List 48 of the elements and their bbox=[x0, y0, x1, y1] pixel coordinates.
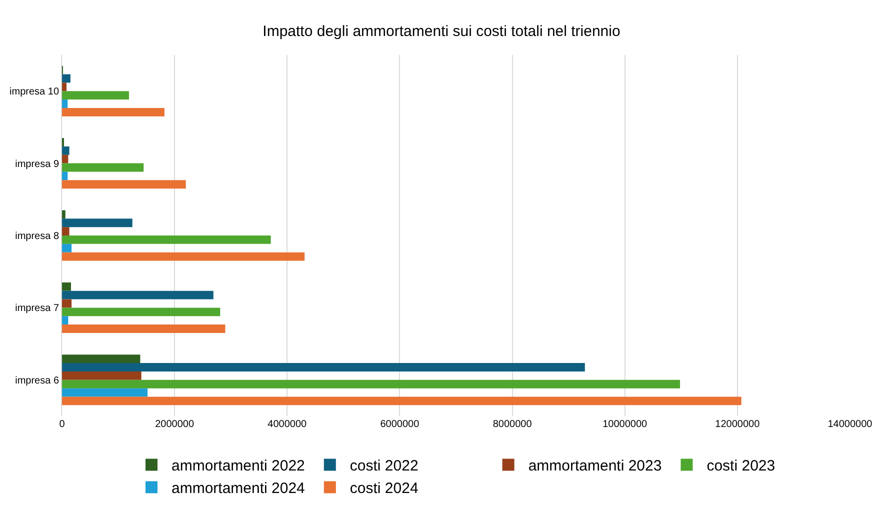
bar bbox=[62, 244, 72, 252]
bar bbox=[62, 146, 70, 155]
x-tick-label: 2000000 bbox=[155, 419, 194, 430]
legend-label: costi 2022 bbox=[350, 458, 418, 475]
bar bbox=[62, 172, 68, 180]
bar bbox=[62, 388, 148, 397]
bar bbox=[62, 163, 144, 172]
bar bbox=[62, 380, 680, 388]
x-tick-label: 14000000 bbox=[828, 419, 873, 430]
bar bbox=[62, 396, 742, 406]
x-tick-label: 10000000 bbox=[602, 419, 648, 430]
bar bbox=[62, 299, 72, 308]
bar bbox=[62, 363, 585, 372]
bar bbox=[62, 371, 142, 380]
bar bbox=[62, 180, 186, 189]
bar bbox=[62, 290, 214, 300]
bar bbox=[62, 354, 140, 364]
bar bbox=[62, 74, 70, 83]
legend-label: costi 2023 bbox=[706, 458, 776, 475]
y-tick-label: impresa 8 bbox=[15, 231, 60, 242]
bar bbox=[62, 252, 305, 261]
x-tick-label: 6000000 bbox=[380, 419, 420, 430]
legend-label: ammortamenti 2023 bbox=[528, 458, 662, 475]
legend-label: costi 2024 bbox=[350, 480, 418, 498]
bar bbox=[62, 100, 68, 108]
x-tick-label: 12000000 bbox=[715, 419, 760, 430]
chart-title: Impatto degli ammortamenti sui costi totali nel triennio bbox=[262, 23, 620, 40]
bar bbox=[62, 324, 226, 333]
y-tick-label: impresa 7 bbox=[15, 303, 60, 314]
legend-label: ammortamenti 2024 bbox=[172, 480, 305, 498]
bar bbox=[62, 282, 72, 291]
y-tick-label: impresa 6 bbox=[15, 375, 60, 386]
bar bbox=[62, 227, 70, 236]
y-tick-label: impresa 10 bbox=[10, 86, 60, 98]
legend-label: ammortamenti 2022 bbox=[172, 458, 305, 475]
bar bbox=[62, 210, 66, 219]
bar bbox=[62, 82, 66, 92]
bar bbox=[62, 154, 68, 164]
x-tick-label: 8000000 bbox=[492, 419, 532, 430]
x-tick-label: 0 bbox=[59, 419, 66, 430]
bar bbox=[62, 308, 220, 316]
bar bbox=[62, 218, 132, 228]
y-tick-label: impresa 9 bbox=[15, 158, 60, 170]
bar bbox=[62, 316, 68, 325]
x-tick-label: 4000000 bbox=[268, 419, 308, 430]
bar bbox=[62, 91, 129, 100]
bar bbox=[62, 108, 164, 116]
bar bbox=[62, 236, 271, 244]
